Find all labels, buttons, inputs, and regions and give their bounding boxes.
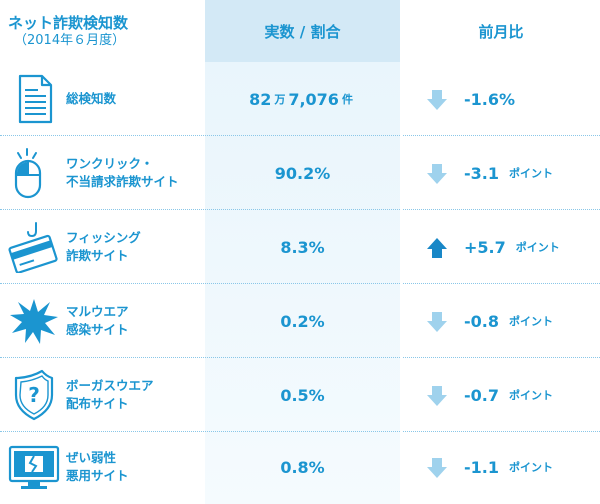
change-value: -1.1 (464, 457, 499, 477)
header-change-column: 前月比 (478, 22, 524, 41)
table-row: マルウエア 感染サイト 0.2% -0.8 ポイント (0, 284, 600, 358)
row-change: -0.8 ポイント (402, 284, 600, 358)
document-icon (8, 73, 60, 125)
value-percent: 0.2% (280, 311, 325, 331)
row-value: 0.8% (205, 430, 400, 504)
arrow-up-icon (427, 238, 447, 258)
row-value: 0.2% (205, 284, 400, 358)
change-unit: ポイント (508, 315, 553, 328)
row-label-line1: マルウエア (66, 304, 129, 319)
arrow-down-icon (427, 458, 447, 478)
row-label-line1: ワンクリック・ (66, 156, 154, 171)
row-label: ボーガスウエア 配布サイト (66, 358, 154, 432)
change-value: -0.7 (464, 385, 499, 405)
arrow-down-icon (427, 164, 447, 184)
row-label: ワンクリック・ 不当請求詐欺サイト (66, 136, 179, 210)
table-row: ? ボーガスウエア 配布サイト 0.5% -0.7 ポイント (0, 358, 600, 432)
row-label-line1: ぜい弱性 (66, 450, 117, 465)
value-percent: 0.8% (280, 457, 325, 477)
value-number-rest: 7,076 (288, 89, 339, 109)
mouse-click-icon (8, 147, 60, 199)
value-percent: 8.3% (280, 237, 325, 257)
broken-monitor-icon (8, 441, 60, 493)
value-unit-ken: 件 (341, 93, 353, 106)
header-value-column: 実数 / 割合 (205, 0, 400, 62)
change-unit: ポイント (508, 389, 553, 402)
change-value: -0.8 (464, 311, 499, 331)
change-unit: ポイント (508, 461, 553, 474)
change-value: -3.1 (464, 163, 499, 183)
svg-text:?: ? (28, 383, 40, 407)
table-row: ワンクリック・ 不当請求詐欺サイト 90.2% -3.1 ポイント (0, 136, 600, 210)
row-change: -1.1 ポイント (402, 430, 600, 504)
row-change: -0.7 ポイント (402, 358, 600, 432)
row-label-line1: フィッシング (66, 230, 141, 245)
row-label-line2: 不当請求詐欺サイト (66, 174, 179, 189)
value-percent: 0.5% (280, 385, 325, 405)
header-title: ネット詐欺検知数 (8, 13, 129, 32)
table-row: フィッシング 詐欺サイト 8.3% +5.7 ポイント (0, 210, 600, 284)
header-period: （2014年６月度） (14, 32, 126, 48)
row-label-line2: 詐欺サイト (66, 248, 129, 263)
change-unit: ポイント (508, 167, 553, 180)
row-value: 82 万 7,076 件 (205, 62, 400, 136)
row-label-line1: 総検知数 (66, 91, 117, 106)
credit-card-hook-icon (8, 221, 60, 274)
arrow-down-icon (427, 312, 447, 332)
row-divider (0, 135, 600, 136)
column-divider (400, 0, 402, 504)
row-label: マルウエア 感染サイト (66, 284, 129, 358)
row-label-line2: 悪用サイト (66, 468, 129, 483)
value-percent: 90.2% (274, 163, 331, 183)
value-unit-man: 万 (274, 93, 286, 106)
table-row: 総検知数 82 万 7,076 件 -1.6% (0, 62, 600, 136)
change-value: -1.6% (464, 89, 516, 109)
row-value: 90.2% (205, 136, 400, 210)
value-number-main: 82 (249, 89, 272, 109)
row-label: 総検知数 (66, 62, 116, 136)
row-change: -1.6% (402, 62, 600, 136)
arrow-down-icon (427, 386, 447, 406)
arrow-down-icon (427, 90, 447, 110)
row-change: -3.1 ポイント (402, 136, 600, 210)
row-label-line2: 感染サイト (66, 322, 129, 337)
row-label-line1: ボーガスウエア (66, 378, 154, 393)
row-divider (0, 283, 600, 284)
row-divider (0, 357, 600, 358)
table-header: ネット詐欺検知数 （2014年６月度） 実数 / 割合 前月比 (0, 0, 600, 62)
fake-shield-icon: ? (8, 369, 60, 421)
malware-burst-icon (8, 295, 60, 347)
row-value: 0.5% (205, 358, 400, 432)
row-value: 8.3% (205, 210, 400, 284)
row-divider (0, 431, 600, 432)
change-unit: ポイント (515, 241, 560, 254)
row-label: フィッシング 詐欺サイト (66, 210, 141, 284)
row-divider (0, 209, 600, 210)
row-label: ぜい弱性 悪用サイト (66, 430, 129, 504)
row-label-line2: 配布サイト (66, 396, 129, 411)
row-change: +5.7 ポイント (402, 210, 600, 284)
table-row: ぜい弱性 悪用サイト 0.8% -1.1 ポイント (0, 430, 600, 504)
header-title-cell: ネット詐欺検知数 （2014年６月度） (0, 0, 205, 62)
change-value: +5.7 (464, 237, 506, 257)
